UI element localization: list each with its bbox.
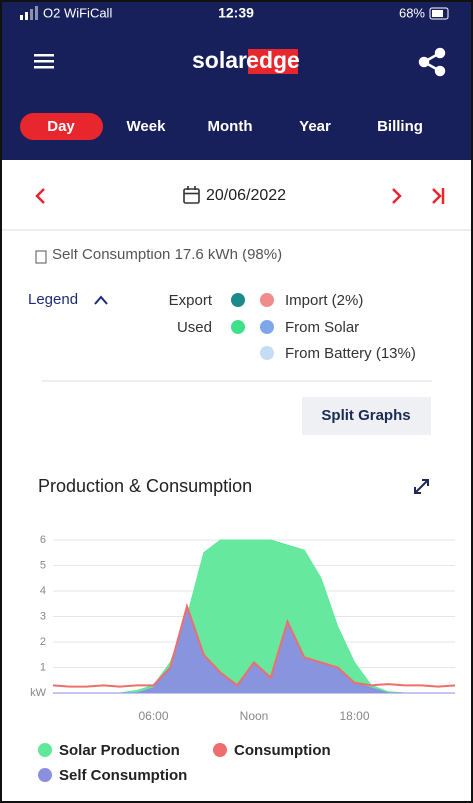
- legend-dot: [231, 293, 245, 307]
- series-line: [52, 602, 456, 688]
- summary-icon: [35, 250, 47, 264]
- battery-icon: [429, 7, 449, 20]
- split-button-label[interactable]: Split Graphs: [321, 407, 410, 424]
- chart: kW 1 2 3 4 5 6 06:00 Noon 18:00 Solar Production Co…: [30, 534, 456, 784]
- carrier: O2 WiFiCall: [43, 5, 112, 20]
- next-button[interactable]: [392, 188, 402, 204]
- logo: solar: [192, 47, 247, 73]
- tab[interactable]: Billing: [377, 118, 423, 135]
- legend-swatch: [213, 743, 227, 757]
- legend-swatch: [38, 743, 52, 757]
- battery-text: 68%: [399, 5, 425, 20]
- menu-button[interactable]: [34, 54, 54, 69]
- legend-row-label: Used: [177, 319, 212, 336]
- tab[interactable]: Month: [208, 118, 253, 135]
- y-tick-label: 1: [40, 661, 46, 673]
- y-tick-label: 4: [40, 585, 46, 597]
- expand-button[interactable]: [414, 479, 429, 494]
- tab[interactable]: Year: [299, 118, 331, 135]
- legend-dot: [231, 320, 245, 334]
- x-tick-label: 06:00: [138, 709, 168, 723]
- logo-box: [248, 49, 298, 74]
- legend-dot: [260, 346, 274, 360]
- legend-toggle[interactable]: Legend: [28, 291, 78, 308]
- y-tick-label: 6: [40, 534, 46, 546]
- legend-label: Solar Production: [59, 742, 180, 759]
- last-button[interactable]: [432, 188, 445, 204]
- legend-item: From Solar: [285, 319, 359, 336]
- legend-dot: [260, 320, 274, 334]
- caret[interactable]: [94, 295, 108, 305]
- legend-item: Import (2%): [285, 292, 363, 309]
- split-button[interactable]: [302, 397, 431, 435]
- legend-swatch: [38, 768, 52, 782]
- summary: Self Consumption 17.6 kWh (98%): [52, 246, 282, 263]
- y-tick-label: kW: [30, 687, 47, 699]
- share-button[interactable]: [418, 47, 446, 77]
- y-tick-label: 5: [40, 559, 46, 571]
- y-tick-label: 2: [40, 636, 46, 648]
- y-tick-label: 3: [40, 610, 46, 622]
- legend-label: Consumption: [234, 742, 331, 759]
- date[interactable]: 20/06/2022: [206, 187, 286, 204]
- legend-dot: [260, 293, 274, 307]
- legend-item: From Battery (13%): [285, 345, 416, 362]
- logo: edge: [246, 47, 300, 73]
- legend-label: Self Consumption: [59, 767, 187, 784]
- chart-title: Production & Consumption: [38, 476, 252, 496]
- x-tick-label: Noon: [240, 709, 269, 723]
- signal-icon: [20, 6, 38, 20]
- tab[interactable]: Week: [127, 118, 167, 135]
- tab[interactable]: Day: [47, 118, 75, 135]
- calendar-icon: [183, 186, 200, 204]
- x-tick-label: 18:00: [339, 709, 369, 723]
- legend-row-label: Export: [169, 292, 213, 309]
- prev-button[interactable]: [35, 188, 45, 204]
- clock: 12:39: [218, 5, 254, 21]
- tab-active[interactable]: [20, 113, 103, 140]
